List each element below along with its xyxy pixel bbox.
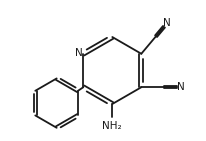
Text: NH₂: NH₂: [102, 121, 122, 131]
Text: N: N: [75, 48, 82, 58]
Text: N: N: [162, 18, 170, 28]
Text: N: N: [176, 82, 184, 92]
